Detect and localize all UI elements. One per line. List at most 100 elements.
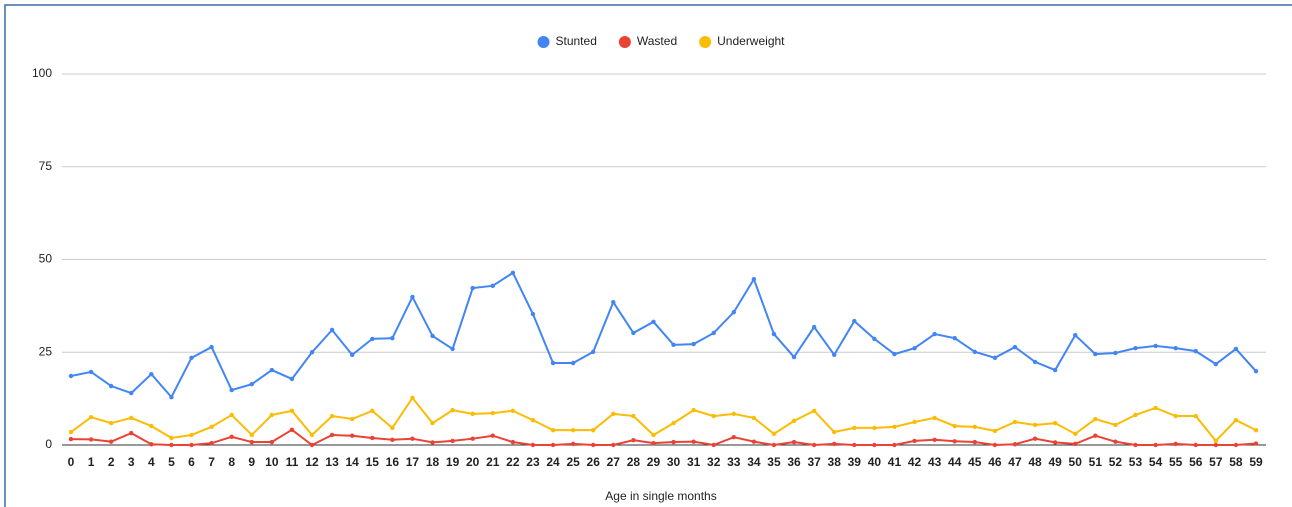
data-point bbox=[711, 413, 716, 419]
data-point bbox=[1032, 436, 1038, 441]
data-point bbox=[189, 442, 194, 448]
data-point bbox=[711, 330, 716, 336]
data-point bbox=[1093, 416, 1098, 422]
data-point bbox=[1093, 433, 1098, 438]
x-tick-label: 57 bbox=[1209, 455, 1223, 469]
data-point bbox=[932, 415, 937, 421]
x-tick-label: 4 bbox=[148, 455, 155, 469]
data-point bbox=[912, 438, 917, 444]
data-point bbox=[611, 442, 616, 448]
data-point bbox=[229, 412, 234, 418]
x-tick-label: 34 bbox=[747, 455, 761, 469]
data-point bbox=[349, 433, 355, 438]
data-point bbox=[711, 442, 716, 448]
data-point bbox=[1052, 367, 1058, 373]
data-point bbox=[832, 429, 837, 435]
x-tick-label: 44 bbox=[948, 455, 962, 469]
data-point bbox=[1012, 419, 1018, 425]
x-tick-label: 29 bbox=[647, 455, 661, 469]
data-point bbox=[108, 383, 114, 389]
x-axis-label: Age in single months bbox=[605, 489, 716, 503]
data-point bbox=[1153, 405, 1158, 411]
series-line bbox=[70, 396, 1257, 443]
data-point bbox=[631, 437, 636, 443]
x-tick-label: 3 bbox=[128, 455, 135, 469]
data-point bbox=[651, 319, 656, 325]
data-point bbox=[550, 427, 556, 433]
x-tick-label: 28 bbox=[627, 455, 641, 469]
data-point bbox=[470, 285, 475, 291]
data-point bbox=[169, 394, 174, 400]
data-point bbox=[269, 412, 275, 418]
data-point bbox=[470, 411, 475, 417]
data-point bbox=[149, 371, 154, 377]
x-tick-label: 53 bbox=[1129, 455, 1143, 469]
data-point bbox=[932, 437, 937, 443]
data-point bbox=[410, 436, 415, 441]
data-point bbox=[510, 408, 516, 414]
data-point bbox=[751, 276, 757, 282]
data-point bbox=[550, 360, 556, 366]
x-tick-label: 1 bbox=[88, 455, 95, 469]
data-point bbox=[289, 427, 295, 432]
data-point bbox=[651, 432, 656, 438]
data-point bbox=[510, 270, 516, 276]
data-point bbox=[1233, 417, 1239, 423]
legend-marker bbox=[699, 36, 712, 48]
legend-label: Wasted bbox=[637, 34, 677, 48]
data-point bbox=[209, 424, 214, 430]
data-point bbox=[1052, 440, 1058, 445]
data-point bbox=[129, 430, 134, 436]
data-point bbox=[1213, 438, 1219, 444]
x-tick-label: 20 bbox=[466, 455, 480, 469]
x-tick-label: 35 bbox=[767, 455, 781, 469]
data-point bbox=[249, 439, 254, 445]
data-point bbox=[591, 349, 596, 355]
data-point bbox=[430, 333, 435, 339]
data-point bbox=[1052, 420, 1058, 426]
data-point bbox=[972, 424, 978, 430]
data-point bbox=[1173, 345, 1178, 351]
data-point bbox=[611, 299, 616, 305]
data-point bbox=[691, 407, 696, 413]
data-point bbox=[1012, 442, 1018, 447]
legend-label: Underweight bbox=[717, 34, 785, 48]
data-point bbox=[249, 381, 254, 387]
data-point bbox=[1032, 359, 1038, 365]
data-point bbox=[872, 336, 877, 342]
data-point bbox=[1153, 442, 1158, 448]
data-point bbox=[490, 433, 495, 438]
x-tick-label: 12 bbox=[305, 455, 319, 469]
y-tick-label: 50 bbox=[39, 252, 53, 266]
data-point bbox=[289, 376, 295, 382]
x-tick-label: 46 bbox=[988, 455, 1002, 469]
data-point bbox=[249, 432, 254, 438]
data-point bbox=[591, 442, 596, 448]
data-point bbox=[530, 442, 536, 448]
data-point bbox=[912, 419, 917, 425]
data-point bbox=[88, 437, 94, 442]
x-tick-label: 18 bbox=[426, 455, 440, 469]
data-point bbox=[570, 360, 576, 366]
data-point bbox=[791, 354, 797, 360]
data-point bbox=[611, 411, 616, 417]
x-tick-label: 11 bbox=[286, 455, 299, 469]
data-point bbox=[832, 441, 837, 447]
data-point bbox=[169, 435, 174, 441]
data-point bbox=[349, 416, 355, 422]
data-point bbox=[631, 413, 636, 419]
data-point bbox=[108, 439, 114, 444]
x-tick-label: 52 bbox=[1109, 455, 1123, 469]
data-point bbox=[450, 438, 455, 444]
data-point bbox=[309, 442, 315, 448]
data-point bbox=[832, 352, 837, 358]
data-point bbox=[972, 349, 978, 355]
x-tick-label: 39 bbox=[848, 455, 862, 469]
x-tick-label: 17 bbox=[406, 455, 420, 469]
data-point bbox=[1213, 361, 1219, 367]
data-point bbox=[329, 432, 335, 438]
x-tick-label: 13 bbox=[325, 455, 339, 469]
data-point bbox=[671, 439, 676, 445]
x-tick-label: 50 bbox=[1069, 455, 1083, 469]
